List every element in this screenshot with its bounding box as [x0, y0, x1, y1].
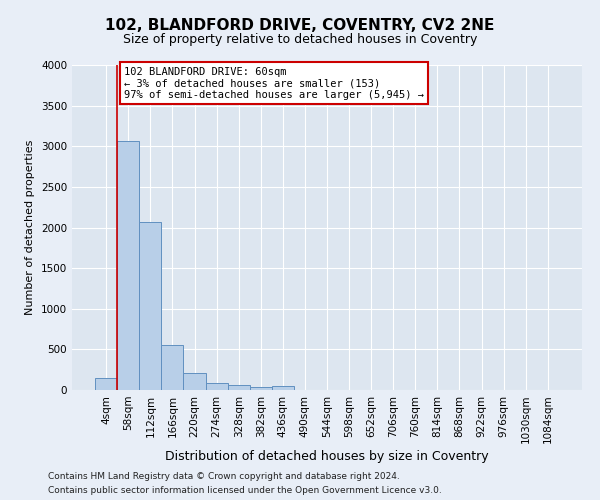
Y-axis label: Number of detached properties: Number of detached properties [25, 140, 35, 315]
Bar [272, 386, 294, 390]
Text: Size of property relative to detached houses in Coventry: Size of property relative to detached ho… [123, 34, 477, 46]
Text: Contains public sector information licensed under the Open Government Licence v3: Contains public sector information licen… [48, 486, 442, 495]
Title: 102, BLANDFORD DRIVE, COVENTRY, CV2 2NE
Size of property relative to detached ho: 102, BLANDFORD DRIVE, COVENTRY, CV2 2NE … [0, 499, 1, 500]
Bar [139, 222, 161, 390]
Bar [95, 378, 117, 390]
Bar [161, 344, 184, 390]
Text: 102 BLANDFORD DRIVE: 60sqm
← 3% of detached houses are smaller (153)
97% of semi: 102 BLANDFORD DRIVE: 60sqm ← 3% of detac… [124, 66, 424, 100]
Bar [184, 374, 206, 390]
Bar [206, 383, 227, 390]
Bar [250, 386, 272, 390]
X-axis label: Distribution of detached houses by size in Coventry: Distribution of detached houses by size … [165, 450, 489, 464]
Text: Contains HM Land Registry data © Crown copyright and database right 2024.: Contains HM Land Registry data © Crown c… [48, 472, 400, 481]
Bar [227, 386, 250, 390]
Bar [117, 141, 139, 390]
Text: 102, BLANDFORD DRIVE, COVENTRY, CV2 2NE: 102, BLANDFORD DRIVE, COVENTRY, CV2 2NE [106, 18, 494, 32]
